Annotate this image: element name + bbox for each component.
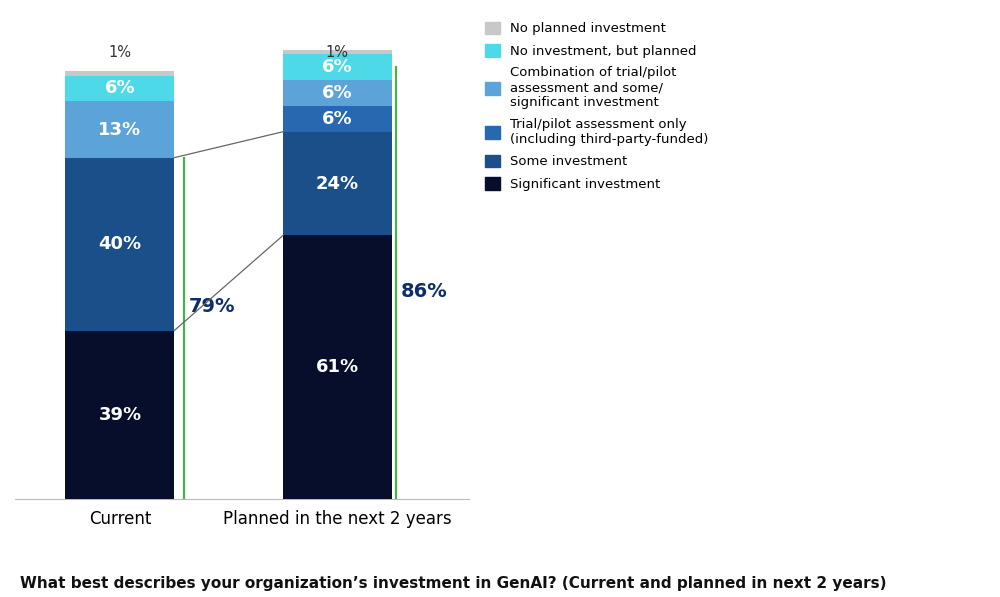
Legend: No planned investment, No investment, but planned, Combination of trial/pilot
as: No planned investment, No investment, bu…: [485, 21, 709, 191]
Bar: [283, 106, 392, 132]
Text: 1%: 1%: [326, 45, 349, 60]
Text: What best describes your organization’s investment in GenAI? (Current and planne: What best describes your organization’s …: [20, 576, 887, 591]
Bar: [283, 132, 392, 235]
Text: 13%: 13%: [98, 121, 141, 139]
Bar: [283, 54, 392, 80]
Text: 6%: 6%: [105, 79, 135, 97]
Text: 61%: 61%: [316, 358, 359, 376]
Text: 6%: 6%: [322, 84, 353, 102]
Bar: [283, 80, 392, 106]
Text: 6%: 6%: [322, 58, 353, 76]
Bar: [283, 50, 392, 54]
Bar: [283, 235, 392, 499]
Bar: [65, 158, 174, 331]
Bar: [65, 331, 174, 499]
Text: 39%: 39%: [98, 406, 141, 424]
Bar: [65, 71, 174, 75]
Text: 79%: 79%: [189, 297, 235, 316]
Text: 24%: 24%: [316, 174, 359, 193]
Text: 1%: 1%: [108, 45, 131, 60]
Text: 40%: 40%: [98, 235, 141, 253]
Text: 6%: 6%: [322, 110, 353, 128]
Bar: [65, 75, 174, 101]
Text: 86%: 86%: [400, 282, 447, 301]
Bar: [65, 101, 174, 158]
